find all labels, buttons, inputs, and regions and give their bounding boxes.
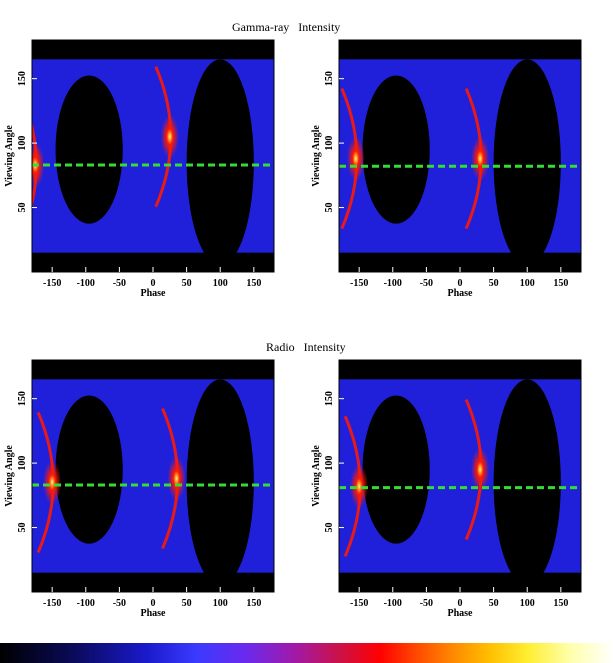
heatmap-svg-bottom-left: -150 -100 -50 0 50 100 150 50 100 150 Phase Viewing… [4,359,275,619]
x-tick-label: 100 [520,278,535,289]
y-tick-label: 150 [324,71,335,86]
dark-region [362,75,430,224]
x-tick-label: 50 [489,598,499,609]
y-tick-label: 50 [324,203,335,213]
intensity-peak [346,136,365,181]
y-axis-label: Viewing Angle [4,125,15,187]
x-tick-label: -50 [113,278,126,289]
heatmap-panel-top-left: -150 -100 -50 0 50 100 150 50 100 150 Phase Viewing… [0,35,306,315]
x-tick-label: 150 [246,278,261,289]
heatmap-panel-bottom-left: -150 -100 -50 0 50 100 150 50 100 150 Phase Viewing… [0,355,306,635]
x-tick-label: 50 [182,278,192,289]
x-axis-label: Phase [448,608,474,619]
x-tick-label: 50 [489,278,499,289]
x-axis-label: Phase [448,288,474,299]
x-tick-label: 150 [553,598,568,609]
y-tick-label: 50 [17,203,28,213]
x-tick-label: -100 [384,278,402,289]
dark-region [186,59,254,266]
x-tick-label: 0 [151,598,156,609]
x-tick-label: 150 [246,598,261,609]
intensity-peak [160,114,179,159]
y-tick-label: 100 [324,456,335,471]
y-tick-label: 50 [17,523,28,533]
intensity-peak [350,464,369,509]
x-tick-label: -150 [350,278,368,289]
x-tick-label: -150 [43,598,61,609]
x-tick-label: -100 [77,278,95,289]
x-tick-label: 100 [213,598,228,609]
x-tick-label: 0 [458,278,463,289]
y-axis-label: Viewing Angle [4,445,15,507]
dark-region [186,379,254,586]
dark-region [493,379,561,586]
y-axis-label: Viewing Angle [311,445,322,507]
heatmap-svg-top-left: -150 -100 -50 0 50 100 150 50 100 150 Phase Viewing… [4,39,275,299]
x-tick-label: 100 [213,278,228,289]
heatmap-svg-top-right: -150 -100 -50 0 50 100 150 50 100 150 Phase Viewing… [311,39,582,299]
x-tick-label: -150 [43,278,61,289]
x-tick-label: -50 [113,598,126,609]
y-axis-label: Viewing Angle [311,125,322,187]
x-tick-label: 0 [458,598,463,609]
x-tick-label: 100 [520,598,535,609]
y-tick-label: 100 [17,456,28,471]
x-axis-label: Phase [141,288,167,299]
y-tick-label: 100 [17,136,28,151]
dark-region [55,395,123,544]
y-tick-label: 150 [324,391,335,406]
y-tick-label: 50 [324,523,335,533]
heatmap-panel-top-right: -150 -100 -50 0 50 100 150 50 100 150 Phase Viewing… [307,35,613,315]
y-tick-label: 150 [17,71,28,86]
x-tick-label: -100 [384,598,402,609]
x-tick-label: -100 [77,598,95,609]
intensity-peak [471,136,490,181]
x-tick-label: 0 [151,278,156,289]
y-tick-label: 100 [324,136,335,151]
y-tick-label: 150 [17,391,28,406]
heatmap-svg-bottom-right: -150 -100 -50 0 50 100 150 50 100 150 Phase Viewing… [311,359,582,619]
x-tick-label: -150 [350,598,368,609]
intensity-peak [43,460,62,505]
x-tick-label: 50 [182,598,192,609]
heatmap-panel-bottom-right: -150 -100 -50 0 50 100 150 50 100 150 Phase Viewing… [307,355,613,635]
dark-region [493,59,561,266]
x-tick-label: -50 [420,598,433,609]
intensity-peak [471,447,490,492]
gamma-section-title: Gamma-ray Intensity [232,20,341,34]
dark-region [362,395,430,544]
dark-region [55,75,123,224]
x-tick-label: -50 [420,278,433,289]
intensity-colorbar [0,643,613,663]
radio-section-title: Radio Intensity [266,340,346,354]
intensity-peak [167,456,186,501]
x-tick-label: 150 [553,278,568,289]
x-axis-label: Phase [141,608,167,619]
